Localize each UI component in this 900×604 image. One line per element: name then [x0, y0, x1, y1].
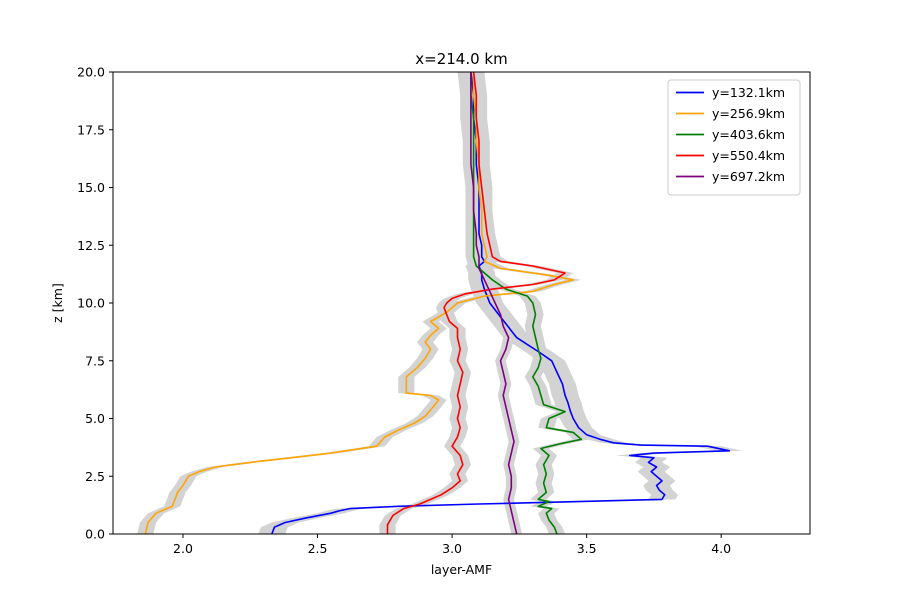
- y-tick-label: 20.0: [77, 65, 105, 80]
- y-axis-label: z [km]: [50, 283, 65, 323]
- legend-label: y=256.9km: [712, 106, 785, 121]
- y-tick-label: 15.0: [77, 180, 105, 195]
- y-tick-label: 7.5: [85, 353, 105, 368]
- legend-label: y=403.6km: [712, 127, 785, 142]
- x-axis-label: layer-AMF: [431, 562, 492, 577]
- y-tick-label: 5.0: [85, 411, 105, 426]
- chart-title: x=214.0 km: [415, 50, 507, 68]
- y-axis-ticks: 0.0 2.5 5.0 7.5 10.0 12.5 15.0 17.5 20.0: [77, 65, 113, 542]
- x-tick-label: 2.0: [173, 541, 193, 556]
- x-axis-ticks: 2.0 2.5 3.0 3.5 4.0: [173, 534, 731, 556]
- plot-area: [137, 72, 743, 534]
- y-tick-label: 0.0: [85, 527, 105, 542]
- x-tick-label: 4.0: [711, 541, 731, 556]
- line-series-2: [144, 72, 575, 534]
- line-series-1: [271, 72, 731, 534]
- x-tick-label: 3.5: [577, 541, 597, 556]
- legend-label: y=697.2km: [712, 169, 785, 184]
- x-tick-label: 2.5: [308, 541, 328, 556]
- band-series-3: [462, 72, 590, 534]
- legend-box: [667, 79, 801, 196]
- y-tick-label: 17.5: [77, 122, 105, 137]
- legend-label: y=550.4km: [712, 148, 785, 163]
- y-tick-label: 10.0: [77, 296, 105, 311]
- line-series-3: [470, 72, 583, 534]
- series-lines: [144, 72, 731, 534]
- y-tick-label: 12.5: [77, 238, 105, 253]
- legend-label: y=132.1km: [712, 85, 785, 100]
- legend: y=132.1km y=256.9km y=403.6km y=550.4km y=69…: [667, 79, 801, 196]
- line-series-5: [470, 72, 518, 534]
- y-tick-label: 2.5: [85, 469, 105, 484]
- x-tick-label: 3.0: [442, 541, 462, 556]
- line-series-4: [386, 72, 566, 534]
